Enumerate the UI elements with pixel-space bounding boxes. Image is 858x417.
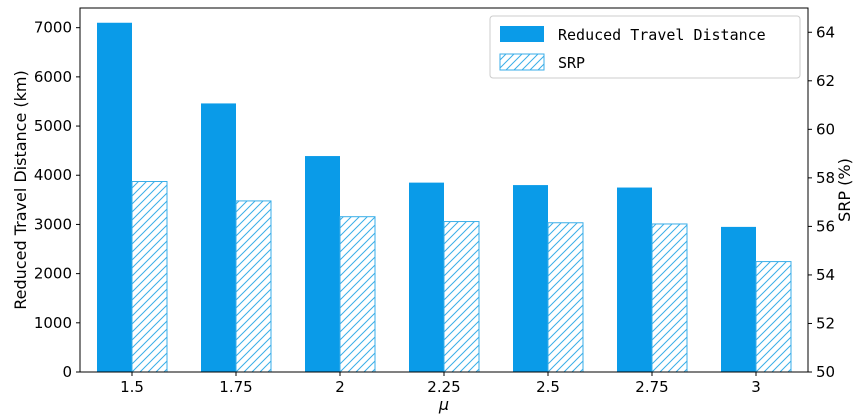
left-tick-label: 4000 xyxy=(34,166,72,184)
right-tick-label: 58 xyxy=(816,169,835,187)
legend-box xyxy=(489,15,801,79)
right-tick-label: 64 xyxy=(816,23,835,41)
legend-label-srp: SRP xyxy=(558,54,585,72)
bar-srp xyxy=(755,261,792,373)
bar-srp xyxy=(443,221,480,373)
legend-swatch-reduced-travel-distance xyxy=(500,26,544,42)
x-tick-label: 2.75 xyxy=(635,378,668,396)
right-axis-title: SRP (%) xyxy=(835,158,854,222)
legend: Reduced Travel Distance SRP xyxy=(489,15,801,79)
left-tick-label: 3000 xyxy=(34,215,72,233)
left-tick-label: 0 xyxy=(62,363,72,381)
bars-srp xyxy=(131,181,792,373)
x-tick-label: 3 xyxy=(751,378,761,396)
x-axis-ticks: 1.5 1.75 2 2.25 2.5 2.75 3 xyxy=(120,372,761,396)
left-tick-label: 7000 xyxy=(34,19,72,37)
bar-reduced-travel-distance xyxy=(617,187,652,372)
left-tick-label: 6000 xyxy=(34,68,72,86)
right-tick-label: 54 xyxy=(816,266,835,284)
bar-srp xyxy=(547,222,584,373)
x-axis-title: μ xyxy=(438,395,449,414)
bars-reduced-travel-distance xyxy=(97,22,756,373)
right-tick-label: 50 xyxy=(816,363,835,381)
legend-label-reduced-travel-distance: Reduced Travel Distance xyxy=(558,26,766,44)
left-axis-ticks: 0 1000 2000 3000 4000 5000 6000 7000 xyxy=(34,19,80,381)
right-tick-label: 62 xyxy=(816,72,835,90)
right-axis-ticks: 50 52 54 56 58 60 62 64 xyxy=(808,23,835,381)
bar-reduced-travel-distance xyxy=(721,226,756,372)
bar-srp xyxy=(339,216,376,373)
left-tick-label: 1000 xyxy=(34,314,72,332)
bar-reduced-travel-distance xyxy=(305,156,340,372)
left-tick-label: 2000 xyxy=(34,265,72,283)
x-tick-label: 2.25 xyxy=(427,378,460,396)
bar-srp xyxy=(651,223,688,373)
x-tick-label: 2 xyxy=(335,378,345,396)
right-tick-label: 60 xyxy=(816,120,835,138)
bar-srp xyxy=(131,181,168,373)
left-axis-title: Reduced Travel Distance (km) xyxy=(11,70,30,309)
right-tick-label: 52 xyxy=(816,314,835,332)
legend-swatch-srp xyxy=(499,53,545,71)
x-tick-label: 2.5 xyxy=(536,378,560,396)
left-tick-label: 5000 xyxy=(34,117,72,135)
bar-reduced-travel-distance xyxy=(409,182,444,372)
x-tick-label: 1.75 xyxy=(219,378,252,396)
bar-srp xyxy=(235,200,272,373)
x-tick-label: 1.5 xyxy=(120,378,144,396)
right-tick-label: 56 xyxy=(816,217,835,235)
bar-reduced-travel-distance xyxy=(513,185,548,372)
bar-reduced-travel-distance xyxy=(201,103,236,372)
bar-reduced-travel-distance xyxy=(97,22,132,373)
